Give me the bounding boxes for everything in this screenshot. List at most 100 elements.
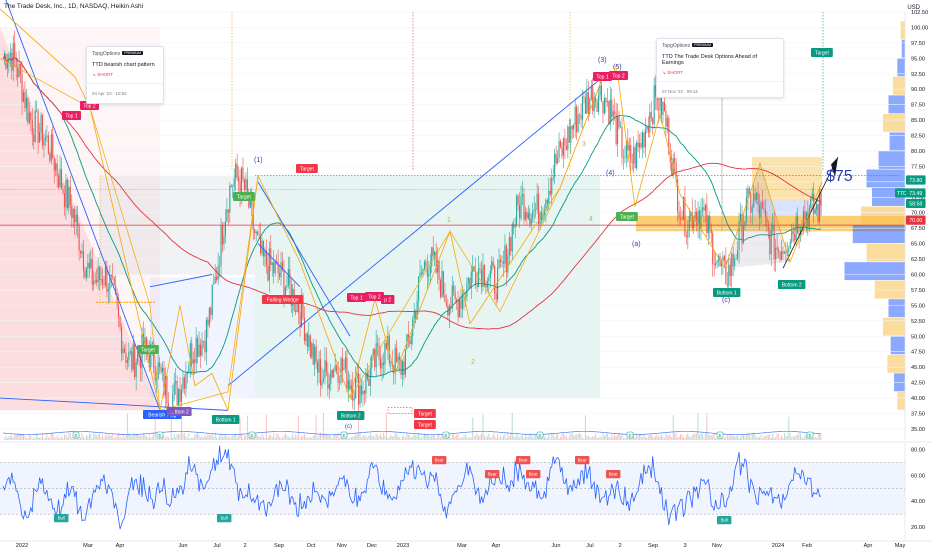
volume-bar [592,436,594,440]
volume-profile-bar [900,21,905,40]
volume-profile-bar [889,132,905,151]
candle-body [453,285,455,292]
candle-body [140,356,142,369]
candle-body [445,302,447,306]
volume-bar [744,436,746,440]
candle-body [814,209,816,214]
candle-body [454,291,456,300]
volume-bar [742,435,744,440]
idea-title: TTD bearish chart pattern [92,62,155,68]
time-tick-label: Jun [551,543,560,549]
volume-bar [280,437,282,440]
volume-bar [12,437,14,440]
candle-body [413,310,415,320]
candle-body [700,210,702,229]
volume-bar [344,436,346,440]
volume-bar [349,437,351,440]
candle-body [587,92,589,114]
candle-body [745,197,747,222]
price-tick-label: 62.50 [911,257,925,263]
volume-bar [358,416,360,440]
volume-bar [794,436,796,440]
volume-bar [699,434,701,440]
candle-body [668,118,670,155]
candle-body [685,236,687,238]
volume-bar [535,434,537,440]
volume-bar [347,438,349,440]
candle-body [606,101,608,103]
candle-body [62,188,64,194]
candle-body [675,162,677,180]
idea-card-bearish-pattern[interactable]: TopgOptions PREMIUM TTD bearish chart pat… [86,46,164,104]
idea-card-earnings[interactable]: TopgOptions PREMIUM TTD The Trade Desk Op… [656,38,784,98]
candle-body [535,209,537,211]
price-tick-label: 92.50 [911,72,925,78]
svg-text:Target: Target [620,214,635,220]
idea-date: 07 Nov '23 · 09:14 [657,81,783,94]
volume-bar [527,436,529,440]
candle-body [194,359,196,363]
candle-body [459,299,461,318]
volume-bar [456,434,458,440]
price-tick-label: 60.00 [911,273,925,279]
volume-profile-bar [894,373,905,392]
volume-bar [649,434,651,440]
candle-body [249,195,251,208]
volume-bar [590,437,592,440]
candle-body [356,373,358,378]
volume-bar [647,435,649,440]
volume-bar [385,413,387,440]
label-bottom-1: Bottom 1 [212,415,240,424]
short-label: ↘ SHORT [662,70,684,75]
volume-bar [128,433,130,440]
volume-bar [298,415,300,440]
candle-body [164,376,166,396]
price-tick-label: 100.00 [911,25,928,31]
svg-text:Bear: Bear [529,472,538,477]
candle-body [145,337,147,348]
candle-body [558,141,560,158]
svg-text:Bear: Bear [488,472,497,477]
symbol-header: The Trade Desk, Inc., 1D, NASDAQ, Heikin… [4,3,144,10]
candle-body [75,214,77,223]
volume-bar [703,437,705,440]
label-top-1: Top 1 [593,72,612,81]
volume-bar [653,437,655,440]
volume-bar [723,437,725,440]
candle-body [384,342,386,365]
svg-text:73.80: 73.80 [909,178,922,184]
candle-body [720,261,723,266]
volume-bar [261,434,263,440]
volume-bar [58,437,60,440]
volume-bar [399,437,401,440]
volume-bar [713,433,715,440]
volume-bar [475,435,477,440]
candle-body [513,223,515,228]
volume-bar [352,436,354,440]
volume-bar [435,438,437,440]
candle-body [59,168,61,188]
volume-bar [361,437,363,440]
volume-bar [260,436,262,440]
rsi-bull-label: Bull [54,514,69,523]
candle-body [710,229,712,234]
label-target: Target [233,192,255,201]
candle-body [372,349,374,356]
volume-bar [718,437,720,440]
candle-body [172,394,174,414]
volume-bar [99,434,101,440]
volume-bar [33,436,35,440]
volume-bar [142,432,144,440]
candle-body [368,379,370,386]
candle-body [55,163,57,171]
volume-bar [320,432,322,440]
volume-bar [472,417,474,440]
volume-bar [197,433,199,440]
volume-bar [290,436,292,440]
candle-body [523,194,525,220]
volume-bar [788,416,790,440]
volume-bar [693,433,695,440]
premium-badge: PREMIUM [122,51,144,55]
